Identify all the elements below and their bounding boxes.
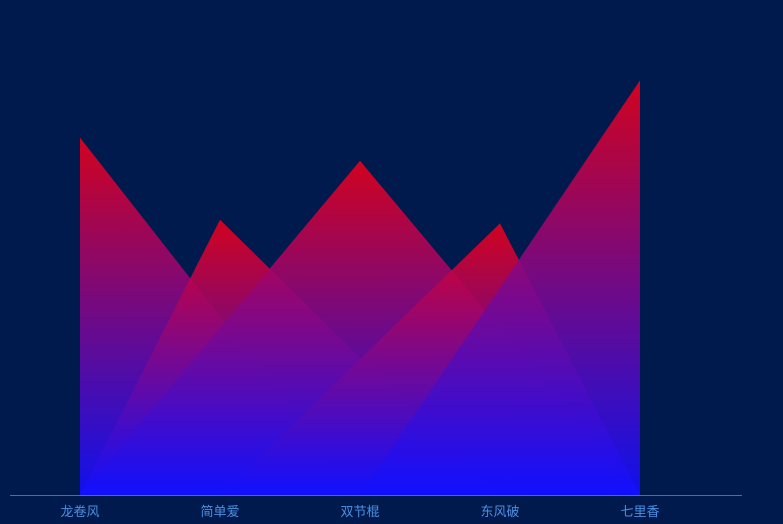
peak-七里香: [360, 80, 640, 495]
x-tick-label: 东风破: [480, 505, 519, 520]
x-tick-label: 简单爱: [200, 504, 239, 520]
x-tick-label: 龙卷风: [60, 504, 99, 520]
x-tick-label: 双节棍: [340, 505, 379, 520]
series-layer: [80, 80, 640, 495]
x-axis-ticks: 龙卷风 简单爱 双节棍 东风破 七里香: [60, 504, 659, 520]
x-tick-label: 七里香: [620, 505, 659, 520]
